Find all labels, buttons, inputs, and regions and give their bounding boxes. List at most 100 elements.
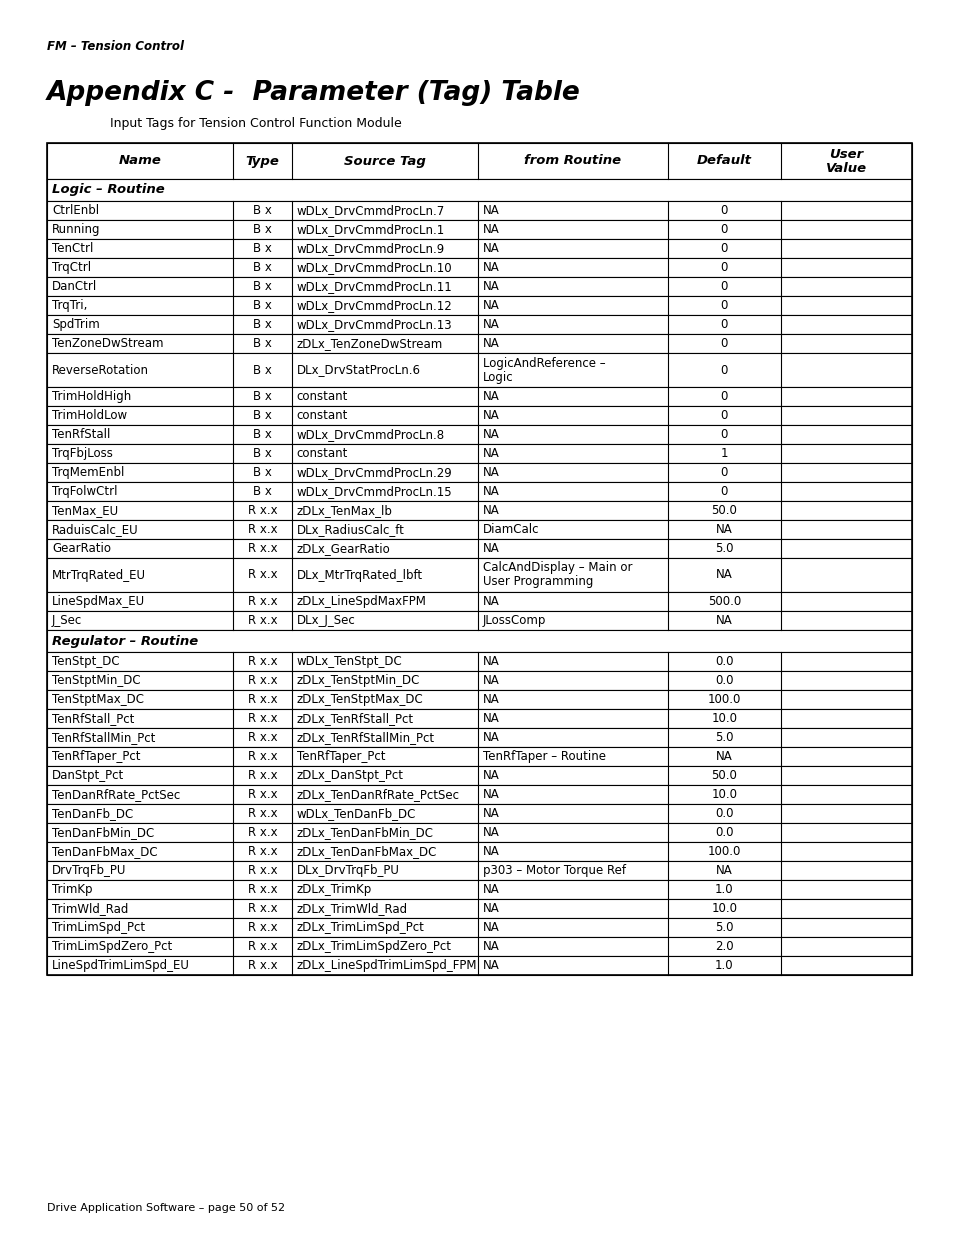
Text: TrimKp: TrimKp: [52, 883, 92, 897]
Text: TrimHoldHigh: TrimHoldHigh: [52, 390, 132, 403]
Text: NA: NA: [482, 674, 499, 687]
Text: RaduisCalc_EU: RaduisCalc_EU: [52, 522, 138, 536]
Text: B x: B x: [253, 485, 272, 498]
Text: R x.x: R x.x: [248, 826, 277, 839]
Text: zDLx_TenDanFbMax_DC: zDLx_TenDanFbMax_DC: [296, 845, 436, 858]
Text: DrvTrqFb_PU: DrvTrqFb_PU: [52, 864, 126, 877]
Text: wDLx_DrvCmmdProcLn.10: wDLx_DrvCmmdProcLn.10: [296, 261, 452, 274]
Bar: [47, 842, 911, 861]
Text: zDLx_TenDanRfRate_PctSec: zDLx_TenDanRfRate_PctSec: [296, 788, 459, 802]
Text: R x.x: R x.x: [248, 960, 277, 972]
Bar: [47, 804, 911, 823]
Text: Value: Value: [825, 162, 866, 174]
Text: R x.x: R x.x: [248, 902, 277, 915]
Text: NA: NA: [482, 409, 499, 422]
Text: R x.x: R x.x: [248, 769, 277, 782]
Bar: [47, 899, 911, 918]
Text: DanStpt_Pct: DanStpt_Pct: [52, 769, 124, 782]
Text: zDLx_TenRfStall_Pct: zDLx_TenRfStall_Pct: [296, 713, 414, 725]
Text: B x: B x: [253, 224, 272, 236]
Bar: [47, 630, 911, 652]
Bar: [47, 766, 911, 785]
Text: 0: 0: [720, 429, 727, 441]
Bar: [47, 315, 911, 333]
Text: NA: NA: [482, 826, 499, 839]
Text: B x: B x: [253, 280, 272, 293]
Text: B x: B x: [253, 390, 272, 403]
Text: Running: Running: [52, 224, 100, 236]
Text: 0: 0: [720, 224, 727, 236]
Text: zDLx_TenMax_lb: zDLx_TenMax_lb: [296, 504, 393, 517]
Text: wDLx_DrvCmmdProcLn.8: wDLx_DrvCmmdProcLn.8: [296, 429, 444, 441]
Text: NA: NA: [482, 806, 499, 820]
Text: 100.0: 100.0: [707, 845, 740, 858]
Text: B x: B x: [253, 204, 272, 217]
Text: zDLx_TenRfStallMin_Pct: zDLx_TenRfStallMin_Pct: [296, 731, 435, 743]
Bar: [47, 538, 911, 558]
Text: NA: NA: [482, 769, 499, 782]
Text: DLx_DrvTrqFb_PU: DLx_DrvTrqFb_PU: [296, 864, 399, 877]
Bar: [47, 445, 911, 463]
Text: 0: 0: [720, 363, 727, 377]
Text: zDLx_TenStptMin_DC: zDLx_TenStptMin_DC: [296, 674, 419, 687]
Bar: [47, 353, 911, 387]
Text: wDLx_DrvCmmdProcLn.12: wDLx_DrvCmmdProcLn.12: [296, 299, 452, 312]
Text: TenRfStallMin_Pct: TenRfStallMin_Pct: [52, 731, 155, 743]
Text: Default: Default: [696, 154, 751, 168]
Text: 10.0: 10.0: [711, 788, 737, 802]
Bar: [47, 463, 911, 482]
Text: CtrlEnbl: CtrlEnbl: [52, 204, 99, 217]
Text: Drive Application Software – page 50 of 52: Drive Application Software – page 50 of …: [47, 1203, 285, 1213]
Text: NA: NA: [482, 883, 499, 897]
Bar: [47, 690, 911, 709]
Text: TenRfStall_Pct: TenRfStall_Pct: [52, 713, 134, 725]
Text: CalcAndDisplay – Main or: CalcAndDisplay – Main or: [482, 562, 632, 574]
Text: TrimLimSpdZero_Pct: TrimLimSpdZero_Pct: [52, 940, 172, 953]
Bar: [47, 179, 911, 201]
Text: NA: NA: [482, 204, 499, 217]
Text: Logic – Routine: Logic – Routine: [52, 184, 165, 196]
Text: 5.0: 5.0: [715, 921, 733, 934]
Text: TenDanFb_DC: TenDanFb_DC: [52, 806, 133, 820]
Text: NA: NA: [482, 960, 499, 972]
Text: NA: NA: [482, 845, 499, 858]
Text: Name: Name: [118, 154, 161, 168]
Bar: [47, 425, 911, 445]
Text: NA: NA: [482, 693, 499, 706]
Text: NA: NA: [482, 429, 499, 441]
Bar: [47, 406, 911, 425]
Text: B x: B x: [253, 447, 272, 459]
Text: TenRfStall: TenRfStall: [52, 429, 111, 441]
Text: 500.0: 500.0: [707, 595, 740, 608]
Text: TenZoneDwStream: TenZoneDwStream: [52, 337, 163, 350]
Bar: [47, 277, 911, 296]
Text: 0: 0: [720, 466, 727, 479]
Text: 0: 0: [720, 204, 727, 217]
Text: 100.0: 100.0: [707, 693, 740, 706]
Text: zDLx_TenDanFbMin_DC: zDLx_TenDanFbMin_DC: [296, 826, 434, 839]
Text: B x: B x: [253, 429, 272, 441]
Text: constant: constant: [296, 447, 348, 459]
Text: NA: NA: [715, 614, 732, 627]
Text: MtrTrqRated_EU: MtrTrqRated_EU: [52, 568, 146, 582]
Bar: [47, 747, 911, 766]
Bar: [47, 937, 911, 956]
Text: B x: B x: [253, 409, 272, 422]
Text: TenCtrl: TenCtrl: [52, 242, 93, 254]
Text: R x.x: R x.x: [248, 921, 277, 934]
Text: R x.x: R x.x: [248, 845, 277, 858]
Text: Input Tags for Tension Control Function Module: Input Tags for Tension Control Function …: [110, 117, 401, 130]
Bar: [47, 881, 911, 899]
Text: TenStptMax_DC: TenStptMax_DC: [52, 693, 144, 706]
Text: TenStpt_DC: TenStpt_DC: [52, 655, 119, 668]
Text: wDLx_DrvCmmdProcLn.7: wDLx_DrvCmmdProcLn.7: [296, 204, 445, 217]
Bar: [47, 333, 911, 353]
Text: R x.x: R x.x: [248, 614, 277, 627]
Text: LineSpdMax_EU: LineSpdMax_EU: [52, 595, 145, 608]
Bar: [47, 482, 911, 501]
Text: NA: NA: [715, 568, 732, 582]
Text: NA: NA: [482, 921, 499, 934]
Text: NA: NA: [482, 261, 499, 274]
Text: Appendix C -  Parameter (Tag) Table: Appendix C - Parameter (Tag) Table: [47, 80, 580, 106]
Text: 0: 0: [720, 280, 727, 293]
